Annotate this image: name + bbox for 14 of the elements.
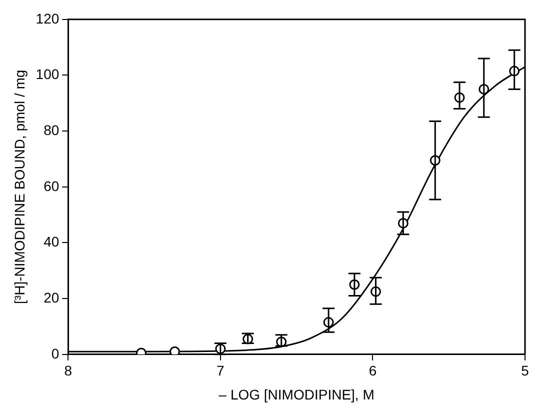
x-axis-title: – LOG [NIMODIPINE], M xyxy=(218,386,374,402)
y-tick-label: 20 xyxy=(44,289,60,306)
x-tick-label: 6 xyxy=(368,362,377,379)
y-tick-label: 60 xyxy=(44,178,60,194)
y-tick-label: 0 xyxy=(51,345,60,362)
point xyxy=(170,346,180,354)
y-tick-label: 40 xyxy=(44,234,60,250)
y-tick-label: 80 xyxy=(44,122,60,138)
y-tick-label: 100 xyxy=(36,66,60,82)
y-tick-label: 120 xyxy=(36,10,60,26)
x-tick-label: 8 xyxy=(64,362,72,379)
x-tick-label: 5 xyxy=(521,362,530,379)
x-tick-label: 7 xyxy=(216,362,225,379)
y-axis-title: [³H]-NIMODIPINE BOUND, pmol / mg xyxy=(11,70,28,304)
